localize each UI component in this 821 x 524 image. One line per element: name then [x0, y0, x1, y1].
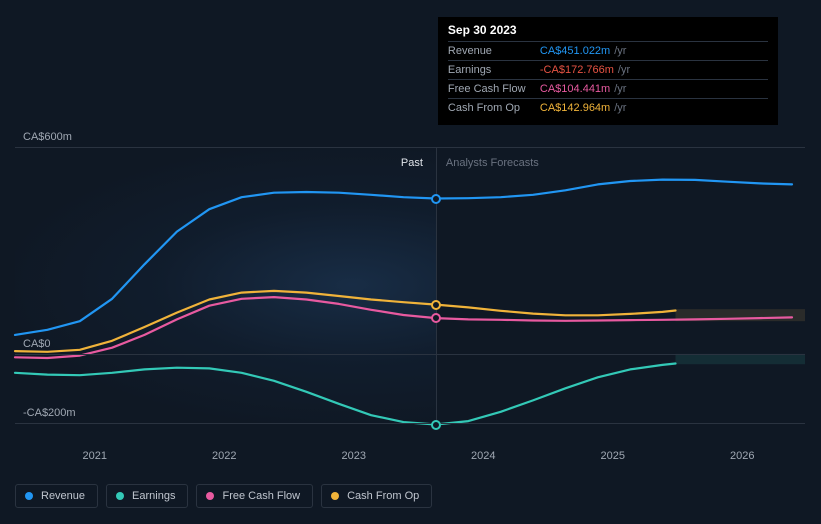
plot-area: Past Analysts Forecasts CA$600mCA$0-CA$2… — [15, 130, 805, 440]
chart-svg — [15, 130, 805, 440]
y-axis-label: CA$600m — [23, 131, 72, 143]
x-tick: 2024 — [471, 450, 495, 462]
x-tick: 2023 — [342, 450, 366, 462]
tooltip: Sep 30 2023 RevenueCA$451.022m/yrEarning… — [438, 17, 778, 125]
x-axis: 2021 2022 2023 2024 2025 2026 — [30, 450, 820, 470]
tooltip-row-value: CA$142.964m — [540, 102, 610, 114]
x-tick: 2022 — [212, 450, 236, 462]
tooltip-row-label: Cash From Op — [448, 102, 540, 114]
x-tick: 2021 — [83, 450, 107, 462]
tooltip-row: Free Cash FlowCA$104.441m/yr — [448, 79, 768, 98]
gridline — [15, 354, 805, 355]
legend-label: Cash From Op — [347, 490, 419, 502]
marker-earnings — [431, 420, 441, 430]
tooltip-row: Earnings-CA$172.766m/yr — [448, 60, 768, 79]
tooltip-row-suffix: /yr — [614, 45, 626, 57]
legend-label: Revenue — [41, 490, 85, 502]
legend-swatch — [116, 492, 124, 500]
legend: Revenue Earnings Free Cash Flow Cash From O… — [15, 484, 432, 508]
series-fcf — [15, 297, 792, 358]
legend-item[interactable]: Free Cash Flow — [196, 484, 313, 508]
marker-cfo — [431, 300, 441, 310]
x-tick: 2026 — [730, 450, 754, 462]
marker-revenue — [431, 194, 441, 204]
tooltip-row-value: CA$104.441m — [540, 83, 610, 95]
tooltip-row-label: Revenue — [448, 45, 540, 57]
series-earnings — [15, 364, 676, 425]
y-axis-label: -CA$200m — [23, 407, 76, 419]
marker-fcf — [431, 313, 441, 323]
legend-item[interactable]: Revenue — [15, 484, 98, 508]
x-tick: 2025 — [601, 450, 625, 462]
tooltip-row-suffix: /yr — [614, 102, 626, 114]
tooltip-row: RevenueCA$451.022m/yr — [448, 41, 768, 60]
tooltip-row-suffix: /yr — [618, 64, 630, 76]
gridline — [15, 147, 805, 148]
legend-swatch — [331, 492, 339, 500]
tooltip-title: Sep 30 2023 — [448, 23, 768, 41]
tooltip-row-value: -CA$172.766m — [540, 64, 614, 76]
tooltip-row-label: Earnings — [448, 64, 540, 76]
y-axis-label: CA$0 — [23, 338, 51, 350]
legend-label: Earnings — [132, 490, 175, 502]
legend-swatch — [25, 492, 33, 500]
tooltip-row: Cash From OpCA$142.964m/yr — [448, 98, 768, 117]
tooltip-row-value: CA$451.022m — [540, 45, 610, 57]
legend-label: Free Cash Flow — [222, 490, 300, 502]
tooltip-row-label: Free Cash Flow — [448, 83, 540, 95]
tooltip-row-suffix: /yr — [614, 83, 626, 95]
legend-item[interactable]: Cash From Op — [321, 484, 432, 508]
legend-swatch — [206, 492, 214, 500]
legend-item[interactable]: Earnings — [106, 484, 188, 508]
gridline — [15, 423, 805, 424]
